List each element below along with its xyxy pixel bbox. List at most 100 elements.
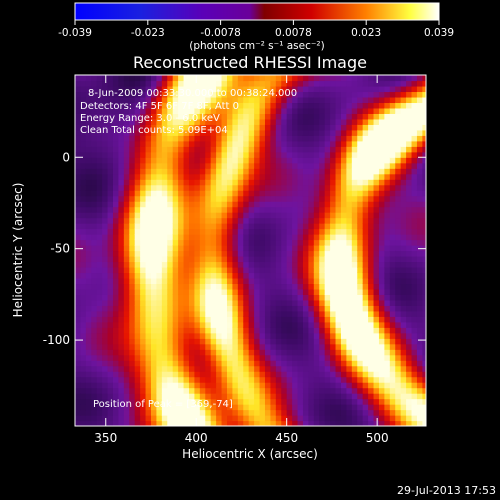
heatmap-cell [210,376,217,383]
heatmap-cell [167,140,174,147]
heatmap-cell [123,294,130,301]
heatmap-cell [422,365,426,372]
heatmap-cell [368,201,375,208]
heatmap-cell [373,393,380,400]
heatmap-cell [270,179,277,186]
heatmap-cell [172,277,179,285]
heatmap-cell [226,382,234,389]
heatmap-cell [75,245,82,252]
heatmap-cell [167,354,174,361]
heatmap-cell [161,217,168,224]
heatmap-cell [75,195,82,202]
heatmap-cell [210,135,217,142]
heatmap-cell [357,151,364,158]
heatmap-cell [145,371,152,378]
heatmap-cell [129,217,136,224]
heatmap-cell [80,228,87,235]
heatmap-cell [259,321,266,328]
heatmap-cell [123,140,130,147]
heatmap-cell [422,146,426,153]
heatmap-cell [145,228,152,235]
heatmap-cell [302,415,309,422]
heatmap-cell [368,332,375,339]
heatmap-cell [91,409,98,416]
heatmap-cell [292,129,299,136]
heatmap-cell [156,206,163,213]
heatmap-cell [91,338,98,345]
heatmap-cell [150,85,158,93]
heatmap-cell [75,129,82,136]
heatmap-cell [330,129,337,136]
heatmap-cell [210,217,217,224]
heatmap-cell [362,327,369,334]
heatmap-cell [362,409,369,416]
heatmap-cell [324,294,331,301]
heatmap-cell [270,398,277,405]
heatmap-cell [319,85,326,93]
heatmap-cell [210,332,217,339]
heatmap-cell [80,113,87,120]
heatmap-cell [395,102,402,109]
heatmap-cell [75,173,82,180]
heatmap-cell [172,266,179,274]
heatmap-cell [167,382,174,389]
heatmap-cell [411,250,418,257]
heatmap-cell [167,255,174,263]
heatmap-cell [123,310,130,317]
heatmap-cell [80,96,87,104]
heatmap-cell [205,234,212,241]
heatmap-cell [205,223,212,230]
heatmap-cell [395,91,402,98]
heatmap-cell [416,173,423,180]
heatmap-cell [335,360,342,367]
heatmap-cell [373,118,380,125]
heatmap-cell [264,283,272,290]
heatmap-cell [205,343,212,350]
heatmap-cell [351,360,358,367]
heatmap-cell [313,371,320,378]
heatmap-cell [216,393,223,400]
heatmap-cell [102,288,109,295]
heatmap-cell [150,245,158,252]
heatmap-cell [275,190,282,197]
heatmap-cell [205,113,212,120]
heatmap-cell [270,327,277,334]
heatmap-cell [270,228,277,235]
heatmap-cell [112,305,120,312]
heatmap-cell [411,332,418,339]
heatmap-cell [395,409,402,416]
heatmap-cell [156,140,163,147]
heatmap-cell [85,283,92,290]
heatmap-cell [373,398,380,405]
heatmap-cell [107,387,114,394]
heatmap-cell [199,140,206,147]
heatmap-cell [140,223,147,230]
heatmap-cell [112,146,120,153]
heatmap-cell [259,102,266,109]
heatmap-cell [183,162,190,169]
heatmap-cell [313,299,320,306]
heatmap-cell [221,179,228,186]
heatmap-cell [167,75,174,82]
heatmap-cell [140,118,147,125]
heatmap-cell [416,124,423,131]
heatmap-cell [140,277,147,285]
heatmap-cell [80,173,87,180]
heatmap-cell [373,151,380,158]
heatmap-cell [389,85,396,93]
heatmap-cell [161,102,168,109]
heatmap-cell [129,234,136,241]
heatmap-cell [199,217,206,224]
heatmap-cell [254,398,261,405]
heatmap-cell [226,321,234,328]
heatmap-cell [172,255,179,263]
heatmap-cell [205,212,212,219]
heatmap-cell [362,118,369,125]
heatmap-cell [330,338,337,345]
heatmap-cell [75,96,82,104]
heatmap-cell [172,102,179,109]
heatmap-cell [384,299,391,306]
heatmap-cell [221,250,228,257]
heatmap-cell [248,382,255,389]
heatmap-cell [216,102,223,109]
